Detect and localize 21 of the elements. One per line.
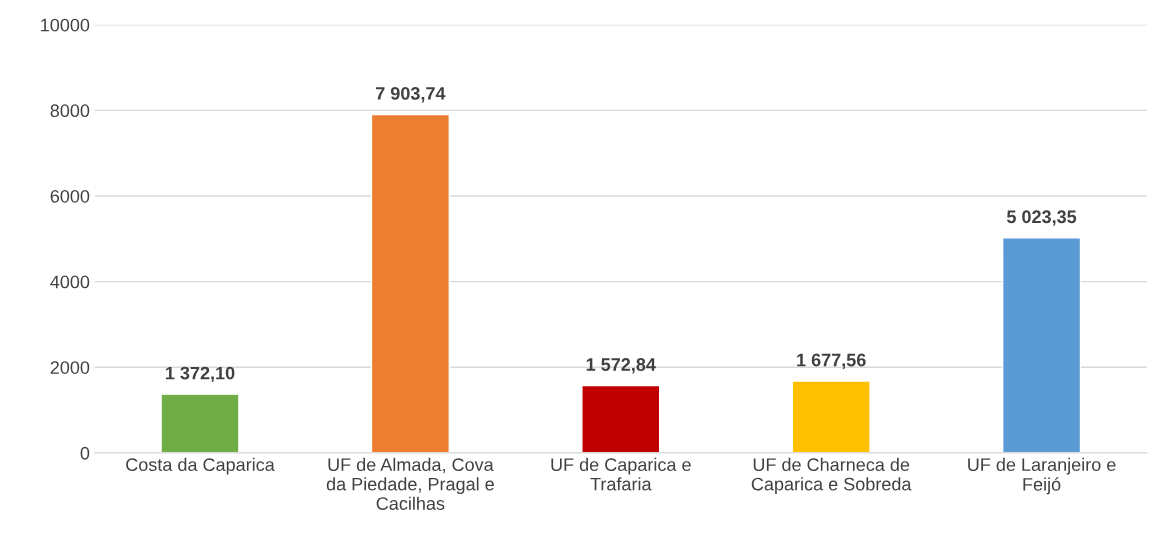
- x-tick-label: Costa da Caparica: [126, 457, 275, 475]
- y-tick-label: 10000: [41, 18, 90, 32]
- data-label: 1 572,84: [586, 358, 656, 374]
- y-tick-label: 0: [80, 446, 90, 460]
- y-tick-label: 4000: [50, 275, 90, 289]
- data-label: 7 903,74: [376, 87, 446, 103]
- x-tick-label: UF de Laranjeiro e Feijó: [968, 457, 1116, 495]
- data-label: 1 677,56: [797, 353, 866, 370]
- y-tick-label: 6000: [50, 189, 90, 203]
- bar: [581, 384, 661, 453]
- x-tick-label: UF de Caparica e Trafaria: [551, 457, 691, 491]
- bar: [160, 393, 240, 453]
- data-label: 5 023,35: [1006, 210, 1077, 226]
- bar: [791, 380, 871, 453]
- y-tick-label: 8000: [50, 104, 90, 118]
- bar: [370, 113, 450, 453]
- y-tick-label: 2000: [50, 361, 90, 374]
- data-label: 1 372,10: [165, 366, 235, 383]
- x-tick-label: UF de Charneca de Caparica e Sobreda: [751, 457, 912, 495]
- bar: [1001, 237, 1082, 453]
- x-tick-label: UF de Almada, Cova da Piedade, Pragal e Cacilhas: [326, 457, 494, 510]
